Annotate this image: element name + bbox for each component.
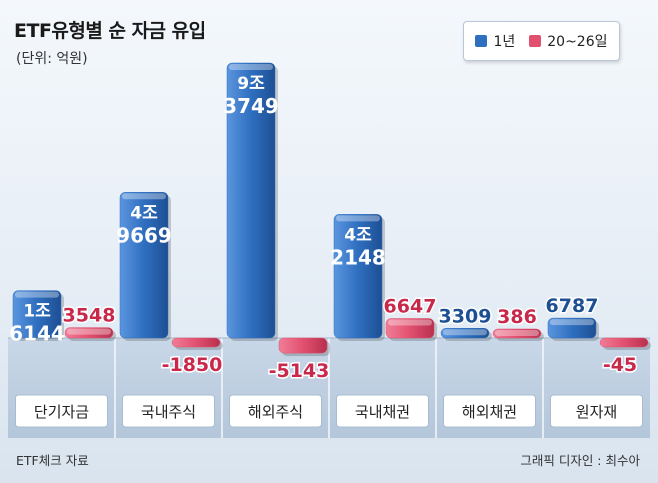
bar-week	[171, 337, 221, 348]
category-label-box	[122, 394, 215, 428]
source-note: ETF체크 자료	[16, 453, 89, 468]
bar-1y	[119, 192, 169, 339]
bar-highlight	[336, 215, 380, 222]
graphic-credit: 그래픽 디자인 : 최수아	[520, 453, 640, 468]
bar-1y	[547, 317, 597, 339]
legend-item-week: 20~26일	[529, 31, 608, 51]
category-label-box	[443, 394, 536, 428]
category-label-box	[550, 394, 643, 428]
legend-label: 1년	[493, 34, 516, 50]
category-label: 단기자금	[34, 403, 89, 421]
data-label: 3309	[439, 305, 492, 327]
bar-highlight	[122, 193, 166, 200]
chart-title: ETF유형별 순 자금 유입	[14, 20, 206, 42]
category-label: 원자재	[576, 403, 617, 421]
unit-label: (단위: 억원)	[16, 51, 88, 67]
data-label: 6787	[546, 295, 599, 317]
legend-label: 20~26일	[547, 34, 608, 50]
bar-highlight	[15, 291, 59, 298]
data-label: 386	[497, 306, 537, 328]
bar-week	[64, 327, 114, 339]
bar-week	[385, 318, 435, 339]
bar-week	[599, 337, 649, 348]
bar-highlight	[229, 64, 273, 70]
bar-week	[278, 337, 328, 354]
data-label: 3548	[63, 305, 116, 327]
data-label: 6647	[384, 296, 437, 318]
legend-item-1y: 1년	[475, 31, 515, 51]
bar-1y	[12, 290, 62, 339]
legend-swatch-pink	[529, 35, 542, 47]
category-label-box	[229, 394, 322, 428]
category-label-box	[336, 394, 429, 428]
data-label: 9669	[116, 223, 172, 247]
bar-highlight	[443, 329, 487, 336]
category-label: 국내주식	[141, 403, 196, 421]
bar-1y	[333, 214, 383, 339]
bar-highlight	[550, 319, 594, 326]
bar-highlight	[67, 328, 111, 335]
data-label: 4조	[130, 203, 158, 223]
category-label: 국내채권	[355, 403, 410, 421]
category-label: 해외주식	[248, 403, 303, 421]
data-label: 9조	[237, 74, 265, 94]
data-label: 4조	[344, 225, 372, 245]
bar-highlight	[495, 330, 539, 336]
data-label: -45	[603, 354, 637, 376]
data-label: -1850	[162, 354, 223, 376]
bar-week	[492, 328, 542, 339]
data-label: 6144	[9, 322, 65, 346]
category-label-box	[15, 394, 108, 428]
data-label: 3749	[223, 94, 279, 118]
data-label: 2148	[330, 245, 386, 269]
bar-1y	[226, 62, 276, 339]
data-label: 1조	[23, 302, 51, 322]
bar-highlight	[388, 319, 432, 326]
legend: 1년 20~26일	[463, 21, 620, 61]
data-label: -5143	[269, 360, 330, 382]
bar-1y	[440, 328, 490, 339]
category-label: 해외채권	[462, 403, 517, 421]
legend-swatch-blue	[475, 35, 488, 47]
